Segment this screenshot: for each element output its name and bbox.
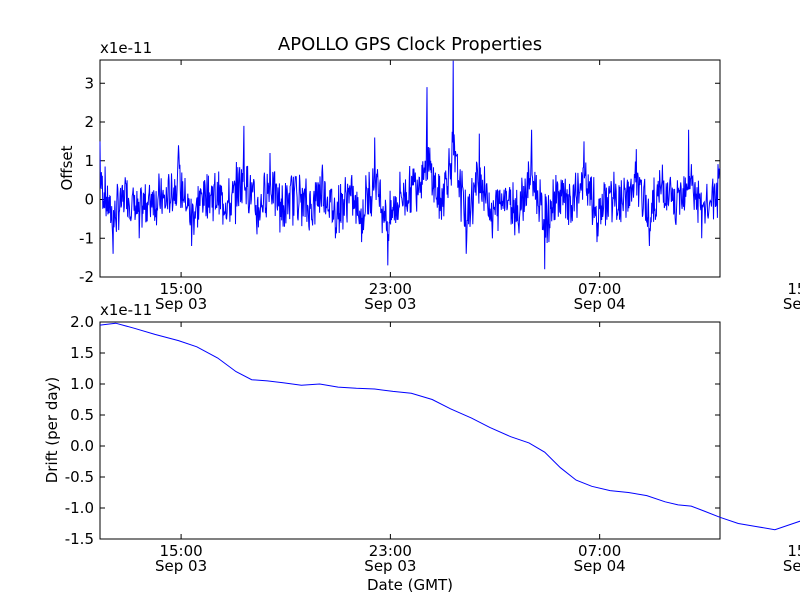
drift-panel: x1e-11 Drift (per day) Date (GMT) -1.5 -1… xyxy=(43,301,800,594)
drift-ylabel: Drift (per day) xyxy=(43,377,61,484)
drift-xtick-time: 07:00 xyxy=(578,542,621,560)
offset-ytick-label: 0 xyxy=(84,191,94,209)
offset-xtick-date: Sep 03 xyxy=(364,295,416,313)
drift-xtick-time: 15:00 xyxy=(787,542,800,560)
offset-exponent-label: x1e-11 xyxy=(100,39,152,57)
figure-title: APOLLO GPS Clock Properties xyxy=(278,34,542,55)
drift-series xyxy=(99,322,800,531)
drift-ytick-label: 0.5 xyxy=(70,406,94,424)
drift-xtick-date: Sep 03 xyxy=(364,557,416,575)
drift-axes-frame xyxy=(99,321,721,540)
drift-exponent-label: x1e-11 xyxy=(100,301,152,319)
offset-xtick-time: 07:00 xyxy=(578,280,621,298)
drift-xtick-date: Sep 04 xyxy=(574,557,626,575)
offset-xtick-time: 15:00 xyxy=(787,280,800,298)
offset-ytick-label: 1 xyxy=(84,152,94,170)
offset-xtick-time: 15:00 xyxy=(159,280,202,298)
drift-xtick-time: 23:00 xyxy=(369,542,412,560)
offset-xtick-date: Sep 03 xyxy=(155,295,207,313)
drift-xtick-date: Sep 04 xyxy=(783,557,800,575)
drift-ytick-label: -0.5 xyxy=(65,468,94,486)
offset-ytick-label: -2 xyxy=(79,268,94,286)
offset-xtick-time: 23:00 xyxy=(369,280,412,298)
offset-ytick-label: 2 xyxy=(84,113,94,131)
offset-ytick-label: -1 xyxy=(79,229,94,247)
drift-ytick-label: -1.5 xyxy=(65,530,94,548)
drift-ytick-label: 1.5 xyxy=(70,344,94,362)
drift-ytick-label: 0.0 xyxy=(70,437,94,455)
drift-ytick-label: 1.0 xyxy=(70,375,94,393)
drift-ytick-label: -1.0 xyxy=(65,499,94,517)
drift-xtick-time: 15:00 xyxy=(159,542,202,560)
offset-ytick-label: 3 xyxy=(84,74,94,92)
offset-ylabel: Offset xyxy=(58,145,76,190)
offset-xtick-date: Sep 04 xyxy=(783,295,800,313)
drift-xlabel: Date (GMT) xyxy=(367,576,453,594)
drift-xtick-date: Sep 03 xyxy=(155,557,207,575)
offset-series-line xyxy=(99,60,721,270)
offset-series xyxy=(99,60,721,270)
drift-series-line xyxy=(99,322,800,531)
offset-xtick-date: Sep 04 xyxy=(574,295,626,313)
drift-ytick-label: 2.0 xyxy=(70,313,94,331)
